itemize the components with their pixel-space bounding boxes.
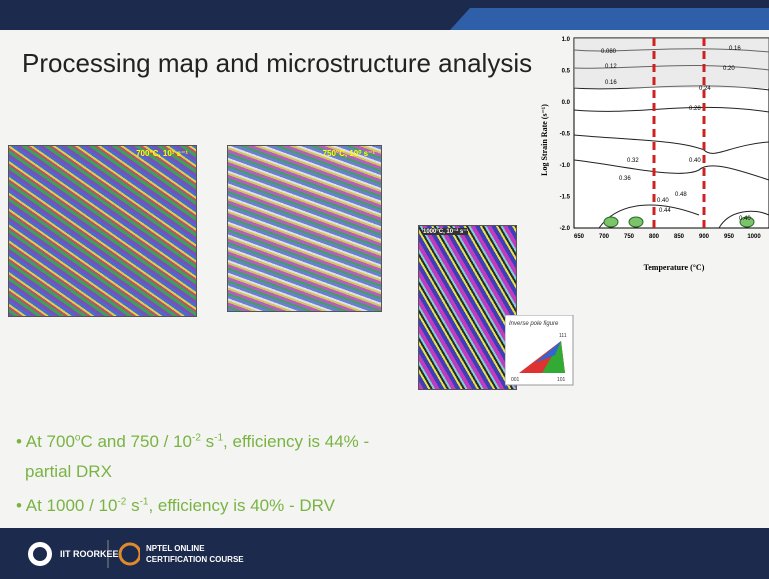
contour-label: 0.32 — [627, 158, 639, 164]
text: -2 — [117, 496, 126, 507]
y-axis-label: Log Strain Rate (s⁻¹) — [540, 104, 549, 176]
bullet-continuation: partial DRX — [25, 462, 112, 482]
x-tick-label: 750 — [624, 234, 635, 240]
contour-label: 0.40 — [689, 158, 701, 164]
ipf-corner: 111 — [559, 333, 567, 339]
processing-map: Log Strain Rate (s⁻¹) Temperature (°C) 1… — [539, 30, 769, 280]
x-tick-label: 650 — [574, 234, 585, 240]
y-tick-label: -1.0 — [560, 163, 571, 169]
ipf-corner: 101 — [557, 377, 566, 383]
micrograph: 1000°C, 10⁻² s⁻¹ — [418, 225, 517, 390]
x-tick-label: 950 — [724, 234, 735, 240]
ipf-corner: 001 — [511, 377, 520, 383]
text: , efficiency is 44% - — [223, 432, 369, 451]
ipf-title: Inverse pole figure — [509, 321, 559, 327]
contour-label: 0.24 — [699, 86, 711, 92]
text: , efficiency is 40% - DRV — [148, 496, 334, 515]
text: At 1000 / 10 — [26, 496, 118, 515]
micrograph-label: 1000°C, 10⁻² s⁻¹ — [423, 228, 468, 235]
contour-label: 0.40 — [657, 198, 669, 204]
text: C and 750 / 10 — [80, 432, 192, 451]
micrograph: 700°C, 10¹ s⁻¹ — [8, 145, 197, 317]
footer: IIT ROORKEE NPTEL ONLINE CERTIFICATION C… — [0, 528, 769, 579]
text: s — [126, 496, 139, 515]
text: At 700 — [26, 432, 75, 451]
course: NPTEL ONLINE — [146, 544, 205, 553]
bullet: • At 1000 / 10-2 s-1, efficiency is 40% … — [16, 496, 335, 516]
bullet: • At 700oC and 750 / 10-2 s-1, efficienc… — [16, 432, 369, 452]
x-tick-label: 900 — [699, 234, 710, 240]
slide: Processing map and microstructure analys… — [0, 0, 769, 579]
x-tick-label: 700 — [599, 234, 610, 240]
contour-label: 0.28 — [689, 106, 701, 112]
y-tick-label: -1.5 — [560, 195, 571, 201]
contour-label: 0.20 — [723, 66, 735, 72]
contour-label: 0.16 — [605, 80, 617, 86]
x-tick-label: 1000 — [747, 234, 761, 240]
x-tick-label: 850 — [674, 234, 685, 240]
contour-label: 0.40 — [739, 216, 751, 222]
x-tick-label: 800 — [649, 234, 660, 240]
contour-label: 0.12 — [605, 64, 617, 70]
contour-label: 0.36 — [619, 176, 631, 182]
course: CERTIFICATION COURSE — [146, 555, 244, 564]
contour-label: 0.16 — [729, 46, 741, 52]
institute: IIT ROORKEE — [60, 549, 119, 559]
contour-label: 0.080 — [601, 49, 617, 55]
micrograph-label: 700°C, 10¹ s⁻¹ — [136, 149, 188, 158]
contour-label: 0.48 — [675, 192, 687, 198]
x-axis-label: Temperature (°C) — [644, 263, 705, 272]
y-tick-label: 0.0 — [562, 100, 571, 106]
micrograph: 750°C, 10⁰ s⁻¹ — [227, 145, 382, 312]
ipf-legend: Inverse pole figure 001 101 111 — [505, 315, 575, 387]
title: Processing map and microstructure analys… — [22, 48, 532, 79]
text: -2 — [192, 432, 201, 443]
text: s — [201, 432, 214, 451]
text: -1 — [214, 432, 223, 443]
contour-label: 0.44 — [659, 208, 671, 214]
y-tick-label: 0.5 — [562, 69, 571, 75]
y-tick-label: 1.0 — [562, 37, 571, 43]
micrograph-label: 750°C, 10⁰ s⁻¹ — [323, 149, 375, 158]
y-tick-label: -0.5 — [560, 132, 571, 138]
y-tick-label: -2.0 — [560, 226, 571, 232]
top-bar — [0, 0, 769, 32]
